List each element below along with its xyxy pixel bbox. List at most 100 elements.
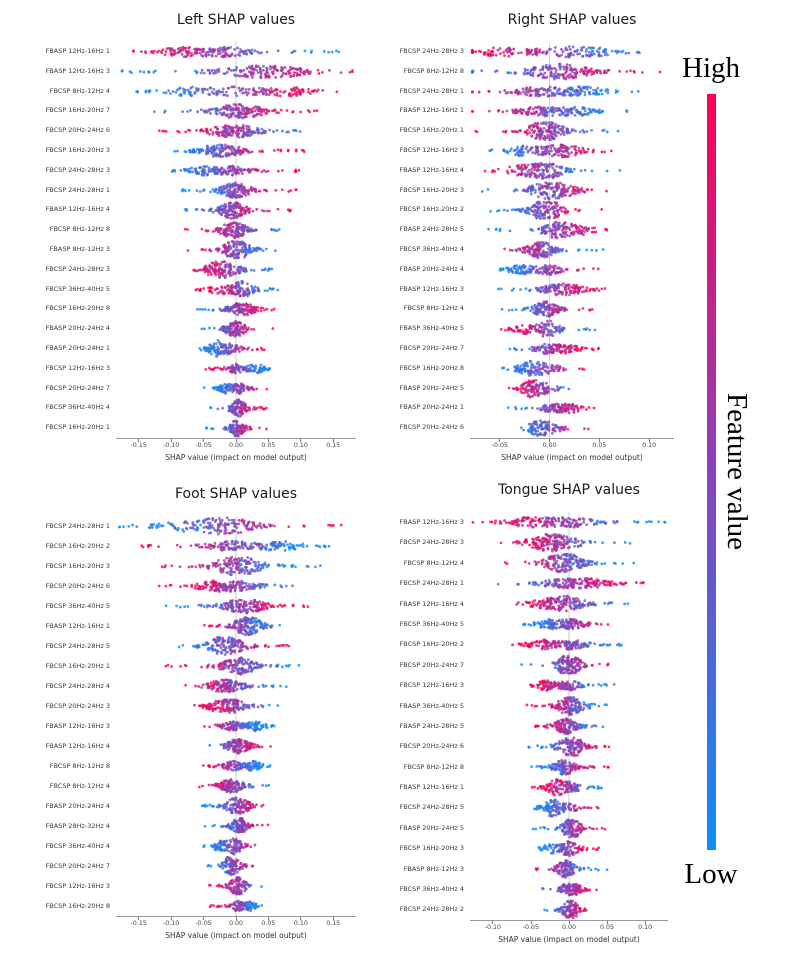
x-axis-ticks: -0.15 -0.10 -0.05 0.00 0.05 0.10 0.15 [116,439,356,452]
x-axis-tick: -0.05 [523,921,539,931]
x-axis-tick: 0.15 [326,439,340,449]
x-axis-ticks: -0.15 -0.10 -0.05 0.00 0.05 0.10 0.15 [116,917,356,930]
feature-label: FBCSP 16Hz-20Hz 3 [399,844,464,853]
feature-label: FBCSP 24Hz-28Hz 3 [45,165,110,174]
feature-label: FBCSP 20Hz-24Hz 7 [45,862,110,870]
colorbar-title: Feature value [721,393,753,551]
colorbar-high-label: High [682,52,740,84]
feature-label: FBCSP 16Hz-20Hz 3 [45,562,110,570]
feature-labels: FBCSP 24Hz-28Hz 1 FBCSP 16Hz-20Hz 2 FBCSP … [4,516,110,916]
plot-area [470,42,674,439]
feature-label: FBCSP 24Hz-28Hz 1 [399,579,464,588]
plot-title: Tongue SHAP values [498,482,640,498]
feature-label: FBCSP 20Hz-24Hz 6 [399,423,464,432]
feature-label: FBCSP 8Hz-12Hz 4 [49,86,110,95]
feature-label: FBCSP 8Hz-12Hz 4 [403,304,464,313]
feature-label: FBASP 20Hz-24Hz 4 [45,324,110,333]
x-axis-tick: -0.10 [163,439,179,449]
feature-label: FBCSP 24Hz-28Hz 3 [45,264,110,273]
feature-label: FBCSP 16Hz-20Hz 8 [45,304,110,313]
plot-area [116,516,356,917]
feature-label: FBCSP 36Hz-40Hz 4 [399,244,464,253]
x-axis-label: SHAP value (impact on model output) [501,453,643,462]
feature-label: FBCSP 16Hz-20Hz 7 [45,106,110,115]
feature-label: FBASP 36Hz-40Hz 5 [399,701,464,710]
x-axis-label: SHAP value (impact on model output) [165,453,307,462]
feature-label: FBCSP 36Hz-40Hz 4 [399,885,464,894]
feature-label: FBCSP 24Hz-28Hz 4 [45,682,110,690]
beeswarm-canvas [470,512,668,920]
feature-label: FBCSP 24Hz-28Hz 1 [45,185,110,194]
feature-label: FBASP 12Hz-16Hz 1 [399,106,464,115]
feature-label: FBCSP 16Hz-20Hz 2 [399,205,464,214]
feature-label: FBASP 24Hz-28Hz 5 [399,225,464,234]
feature-label: FBASP 12Hz-16Hz 1 [45,47,110,55]
feature-label: FBCSP 12Hz-16Hz 3 [45,363,110,372]
feature-label: FBCSP 8Hz-12Hz 8 [403,762,464,771]
feature-label: FBASP 8Hz-12Hz 3 [49,244,110,253]
feature-label: FBCSP 36Hz-40Hz 4 [45,403,110,412]
x-axis-tick: 0.00 [543,439,557,449]
feature-label: FBCSP 16Hz-20Hz 3 [399,185,464,194]
feature-label: FBCSP 24Hz-28Hz 1 [45,522,110,530]
feature-label: FBCSP 16Hz-20Hz 1 [399,126,464,135]
x-axis-label: SHAP value (impact on model output) [165,931,307,940]
x-axis-tick: 0.05 [600,921,614,931]
x-axis-tick: -0.05 [195,917,212,927]
feature-label: FBCSP 36Hz-40Hz 4 [45,842,110,850]
x-axis-tick: 0.05 [261,917,275,927]
colorbar-gradient [707,94,716,850]
feature-label: FBCSP 8Hz-12Hz 8 [49,225,110,234]
feature-label: FBASP 20Hz-24Hz 4 [399,264,464,273]
x-axis-tick: 0.15 [326,917,340,927]
plot-area [116,42,356,439]
feature-label: FBASP 12Hz-16Hz 4 [399,599,464,608]
feature-label: FBCSP 36Hz-40Hz 5 [399,619,464,628]
x-axis-tick: 0.10 [638,921,652,931]
feature-labels: FBCSP 24Hz-28Hz 3 FBCSP 8Hz-12Hz 8 FBCSP 2… [376,42,464,438]
x-axis-tick: 0.10 [294,439,308,449]
feature-labels: FBASP 12Hz-16Hz 3 FBCSP 24Hz-28Hz 3 FBCSP … [376,512,464,920]
x-axis-tick: -0.10 [485,921,501,931]
feature-label: FBASP 12Hz-16Hz 3 [45,66,110,75]
feature-label: FBCSP 20Hz-24Hz 3 [45,702,110,710]
feature-label: FBCSP 24Hz-28Hz 3 [399,538,464,547]
feature-label: FBASP 12Hz-16Hz 4 [399,165,464,174]
colorbar-low-label: Low [684,858,738,890]
feature-label: FBASP 12Hz-16Hz 3 [45,722,110,730]
feature-label: FBCSP 12Hz-16Hz 3 [399,681,464,690]
feature-label: FBCSP 8Hz-12Hz 8 [49,762,110,770]
feature-label: FBASP 24Hz-28Hz 5 [399,721,464,730]
plot-area [470,512,668,921]
feature-label: FBCSP 16Hz-20Hz 1 [45,662,110,670]
feature-label: FBCSP 8Hz-12Hz 8 [403,66,464,75]
feature-label: FBASP 20Hz-24Hz 1 [399,403,464,412]
x-axis-tick: 0.00 [229,439,243,449]
x-axis-tick: -0.15 [131,917,147,927]
feature-label: FBASP 12Hz-16Hz 4 [45,205,110,214]
x-axis-ticks: -0.10 -0.05 0.00 0.05 0.10 [470,921,668,934]
feature-label: FBCSP 20Hz-24Hz 7 [399,660,464,669]
feature-label: FBASP 36Hz-40Hz 5 [399,324,464,333]
feature-label: FBCSP 36Hz-40Hz 5 [45,602,110,610]
feature-label: FBCSP 20Hz-24Hz 7 [45,383,110,392]
plot-title: Right SHAP values [507,12,637,28]
feature-label: FBCSP 8Hz-12Hz 4 [403,558,464,567]
x-axis-tick: 0.10 [642,439,656,449]
feature-label: FBCSP 16Hz-20Hz 3 [45,145,110,154]
feature-label: FBASP 28Hz-32Hz 4 [45,822,110,830]
x-axis-tick: -0.15 [131,439,147,449]
feature-label: FBCSP 20Hz-24Hz 6 [45,126,110,135]
feature-label: FBASP 20Hz-24Hz 1 [45,343,110,352]
feature-label: FBASP 12Hz-16Hz 3 [399,284,464,293]
feature-label: FBASP 20Hz-24Hz 4 [45,802,110,810]
feature-label: FBCSP 16Hz-20Hz 8 [399,363,464,372]
feature-label: FBCSP 36Hz-40Hz 5 [45,284,110,293]
feature-label: FBCSP 12Hz-16Hz 3 [45,882,110,890]
feature-label: FBASP 12Hz-16Hz 1 [399,783,464,792]
x-axis-tick: -0.05 [195,439,212,449]
x-axis-tick: -0.05 [492,439,508,449]
feature-label: FBASP 12Hz-16Hz 1 [45,622,110,630]
feature-label: FBCSP 24Hz-28Hz 5 [45,642,110,650]
